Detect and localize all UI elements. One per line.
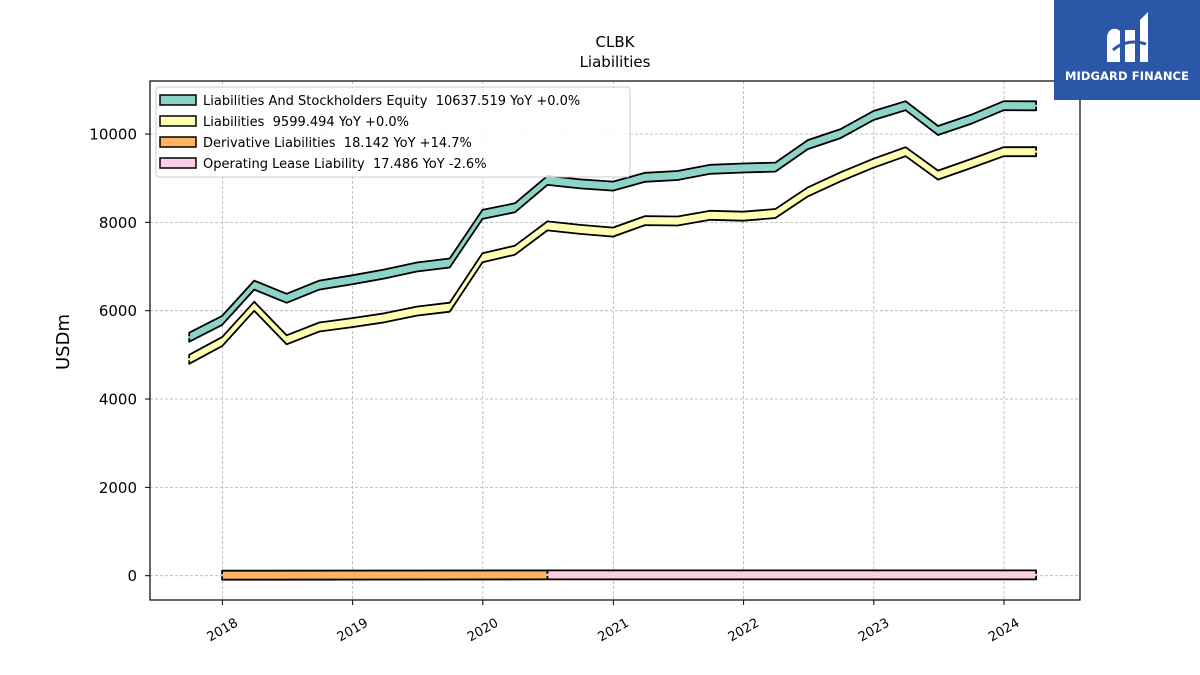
legend-label: Operating Lease Liability 17.486 YoY -2.… [203,157,487,172]
data-point [872,162,875,165]
data-point [448,261,451,265]
data-point [1034,104,1038,108]
data-point [546,573,549,577]
series-bands [188,100,1038,581]
series-band-0 [188,100,1037,343]
data-point [546,224,549,228]
legend-box [155,86,631,178]
y-tick-label: 6000 [99,302,137,320]
plot-frame [149,80,1081,601]
x-tick-label: 2021 [596,616,632,646]
x-tick-label: 2023 [856,616,892,646]
data-point [546,179,549,182]
data-point [1002,104,1005,107]
midgard-logo-icon [1107,12,1148,62]
data-point [904,104,907,107]
data-point [709,214,712,217]
data-point [513,249,517,252]
data-point [936,129,940,132]
data-point [318,283,321,287]
legend-swatch [159,115,197,127]
y-tick-label: 0 [127,567,137,585]
data-point [415,309,418,313]
data-point [220,340,224,343]
data-point [904,150,907,153]
data-point [643,176,647,179]
legend-label: Liabilities And Stockholders Equity 1063… [203,94,580,109]
y-axis-ticks: 0 2000 4000 6000 8000 10000 [89,126,150,585]
data-point [676,219,679,223]
data-point [709,168,712,171]
data-point [742,215,745,218]
data-point [253,283,256,287]
chart-subtitle: Liabilities [580,53,651,71]
data-point [872,114,875,117]
legend-label: Derivative Liabilities 18.142 YoY +14.7% [203,136,472,151]
data-point [513,206,517,209]
x-tick-label: 2024 [986,616,1022,646]
data-point [643,219,647,222]
series-band-3 [546,569,1037,581]
data-point [936,173,940,177]
brand-logo: MIDGARD FINANCE [1054,0,1200,100]
series-band-2 [221,569,549,581]
data-point [676,174,679,177]
data-point [1002,150,1005,153]
series-band-1 [188,146,1037,365]
data-point [351,278,354,281]
data-point [774,165,777,169]
brand-name: MIDGARD FINANCE [1064,69,1190,83]
data-point [1034,573,1038,577]
legend-swatch [159,157,197,169]
data-point [839,175,842,178]
legend-label: Liabilities 9599.494 YoY +0.0% [203,115,409,130]
y-tick-label: 8000 [99,214,137,232]
data-point [188,358,191,361]
chart-title: CLBK [596,33,636,51]
data-point [579,182,582,186]
y-tick-label: 10000 [89,126,137,144]
x-axis-ticks: 2018 2019 2020 2021 2022 2023 2024 [205,600,1022,646]
data-point [448,306,451,309]
data-point [383,316,386,319]
data-point [318,325,321,329]
data-point [742,166,745,170]
data-point [806,190,809,194]
data-point [969,162,972,165]
data-point [611,184,615,188]
x-tick-label: 2020 [465,616,501,646]
y-axis-label: USDm [53,314,74,370]
data-point [220,574,224,577]
data-point [220,319,224,322]
x-tick-label: 2022 [726,616,762,646]
data-point [285,297,288,300]
data-point [806,143,809,146]
data-point [253,305,256,308]
data-point [351,321,354,324]
data-point [415,265,418,269]
data-point [839,132,842,135]
data-point [579,228,582,231]
data-point [611,230,615,234]
data-point [1034,150,1038,153]
data-point [774,212,777,215]
data-point [481,213,484,216]
legend: Liabilities And Stockholders Equity 1063… [155,86,631,178]
data-point [969,118,972,121]
legend-swatch [159,94,197,106]
data-point [188,336,191,339]
data-point [285,338,288,341]
data-point [383,272,386,276]
legend-swatch [159,136,197,148]
x-tick-label: 2019 [335,616,371,646]
data-point [481,256,484,259]
x-tick-label: 2018 [205,616,241,646]
y-tick-label: 4000 [99,391,137,409]
y-tick-label: 2000 [99,479,137,497]
